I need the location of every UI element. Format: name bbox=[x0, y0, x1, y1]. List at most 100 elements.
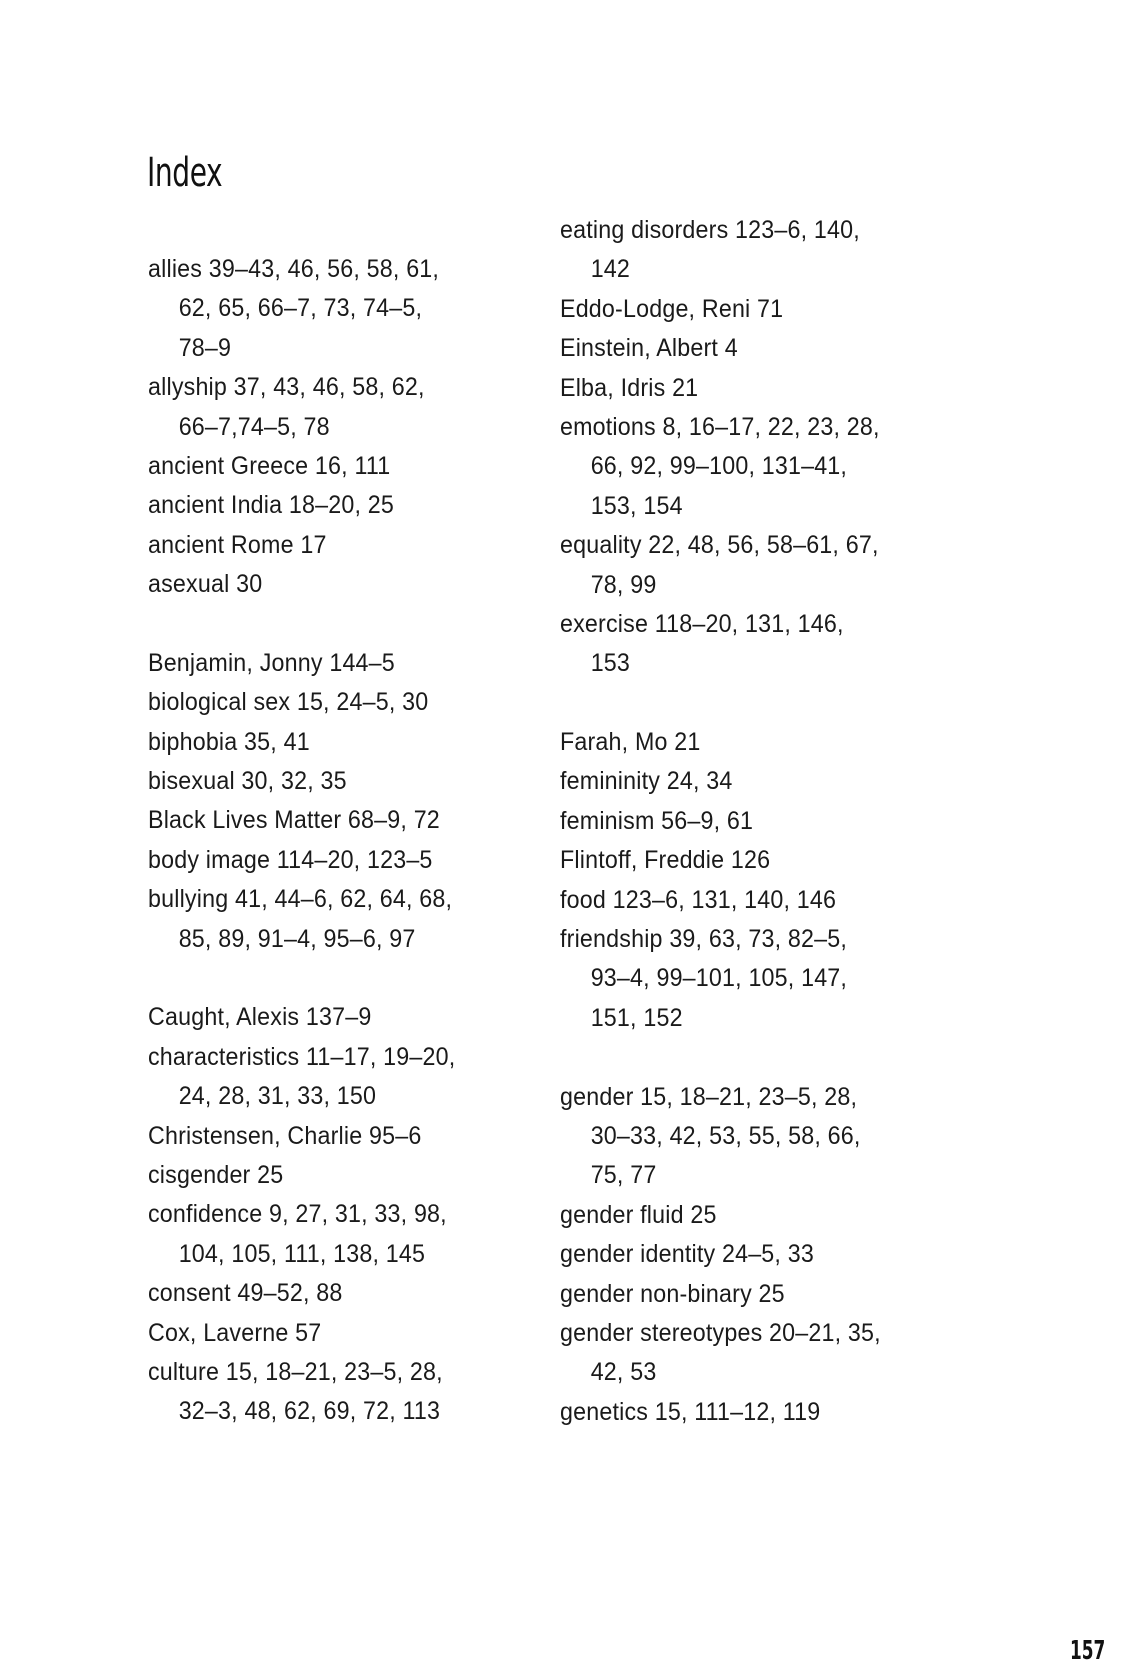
index-entry: eating disorders 123–6, 140, 142 bbox=[560, 211, 980, 290]
index-entry: equality 22, 48, 56, 58–61, 67, 78, 99 bbox=[560, 526, 980, 605]
index-entry: friendship 39, 63, 73, 82–5, 93–4, 99–101… bbox=[560, 920, 980, 1038]
index-entry: body image 114–20, 123–5 bbox=[148, 841, 568, 880]
index-entry: cisgender 25 bbox=[148, 1156, 568, 1195]
index-entry-line: Elba, Idris 21 bbox=[560, 373, 699, 402]
index-entry-line: friendship 39, 63, 73, 82–5, bbox=[560, 925, 848, 954]
index-entry-continuation: 151, 152 bbox=[590, 1003, 683, 1032]
letter-group-gap bbox=[560, 1038, 980, 1077]
index-entry-continuation: 66–7,74–5, 78 bbox=[178, 412, 330, 441]
index-entry: gender 15, 18–21, 23–5, 28, 30–33, 42, 53… bbox=[560, 1078, 980, 1196]
index-entry-continuation: 153, 154 bbox=[590, 491, 683, 520]
index-entry-continuation: 104, 105, 111, 138, 145 bbox=[178, 1239, 426, 1268]
index-entry: gender fluid 25 bbox=[560, 1196, 980, 1235]
index-entry: characteristics 11–17, 19–20, 24, 28, 31,… bbox=[148, 1038, 568, 1117]
index-entry: Elba, Idris 21 bbox=[560, 369, 980, 408]
index-entry: genetics 15, 111–12, 119 bbox=[560, 1393, 980, 1432]
index-entry: Christensen, Charlie 95–6 bbox=[148, 1117, 568, 1156]
index-entry: gender stereotypes 20–21, 35, 42, 53 bbox=[560, 1314, 980, 1393]
index-entry-line: ancient India 18–20, 25 bbox=[148, 491, 395, 520]
index-entry-line: Flintoff, Freddie 126 bbox=[560, 846, 771, 875]
index-entry-line: eating disorders 123–6, 140, bbox=[560, 216, 860, 244]
index-entry: bisexual 30, 32, 35 bbox=[148, 762, 568, 801]
index-entry: Farah, Mo 21 bbox=[560, 723, 980, 762]
index-entry-line: Cox, Laverne 57 bbox=[148, 1318, 322, 1347]
index-entry-line: biological sex 15, 24–5, 30 bbox=[148, 688, 429, 717]
index-entry-line: equality 22, 48, 56, 58–61, 67, bbox=[560, 531, 879, 560]
index-entry: Flintoff, Freddie 126 bbox=[560, 841, 980, 880]
index-entry: food 123–6, 131, 140, 146 bbox=[560, 881, 980, 920]
index-entry: culture 15, 18–21, 23–5, 28, 32–3, 48, 62… bbox=[148, 1353, 568, 1432]
index-entry-line: emotions 8, 16–17, 22, 23, 28, bbox=[560, 412, 880, 441]
page-title: Index bbox=[147, 150, 223, 196]
index-entry-continuation: 42, 53 bbox=[590, 1358, 657, 1387]
index-entry: allyship 37, 43, 46, 58, 62, 66–7,74–5, 7… bbox=[148, 368, 568, 447]
index-entry-line: asexual 30 bbox=[148, 570, 263, 599]
index-entry-line: allies 39–43, 46, 56, 58, 61, bbox=[148, 255, 440, 283]
index-entry: gender non-binary 25 bbox=[560, 1275, 980, 1314]
index-entry-continuation: 93–4, 99–101, 105, 147, bbox=[590, 964, 848, 993]
index-entry: Benjamin, Jonny 144–5 bbox=[148, 644, 568, 683]
index-entry-line: gender non-binary 25 bbox=[560, 1279, 785, 1308]
index-entry: bullying 41, 44–6, 62, 64, 68, 85, 89, 91… bbox=[148, 880, 568, 959]
index-entry: Caught, Alexis 137–9 bbox=[148, 998, 568, 1037]
index-column-left: allies 39–43, 46, 56, 58, 61, 62, 65, 66–… bbox=[148, 250, 568, 1432]
index-entry-line: allyship 37, 43, 46, 58, 62, bbox=[148, 373, 425, 402]
index-entry-line: ancient Greece 16, 111 bbox=[148, 451, 391, 480]
index-entry-line: Eddo-Lodge, Reni 71 bbox=[560, 294, 784, 323]
index-entry-line: confidence 9, 27, 31, 33, 98, bbox=[148, 1200, 447, 1229]
index-entry-line: exercise 118–20, 131, 146, bbox=[560, 609, 844, 638]
index-entry-continuation: 153 bbox=[590, 649, 631, 678]
index-entry-line: gender identity 24–5, 33 bbox=[560, 1240, 814, 1269]
index-entry-line: Benjamin, Jonny 144–5 bbox=[148, 648, 395, 677]
index-entry: confidence 9, 27, 31, 33, 98, 104, 105, 1… bbox=[148, 1195, 568, 1274]
index-entry-line: gender 15, 18–21, 23–5, 28, bbox=[560, 1082, 858, 1111]
index-column-right: eating disorders 123–6, 140, 142 Eddo-Lodg… bbox=[560, 211, 980, 1432]
index-entry-line: ancient Rome 17 bbox=[148, 530, 327, 559]
index-entry-continuation: 85, 89, 91–4, 95–6, 97 bbox=[178, 924, 416, 953]
index-entry-continuation: 62, 65, 66–7, 73, 74–5, bbox=[178, 294, 423, 323]
index-entry-continuation: 30–33, 42, 53, 55, 58, 66, bbox=[590, 1121, 861, 1150]
index-entry-line: bisexual 30, 32, 35 bbox=[148, 767, 347, 796]
index-entry: exercise 118–20, 131, 146, 153 bbox=[560, 605, 980, 684]
index-entry-continuation: 66, 92, 99–100, 131–41, bbox=[590, 452, 848, 481]
index-entry-line: bullying 41, 44–6, 62, 64, 68, bbox=[148, 885, 453, 914]
index-entry-continuation: 32–3, 48, 62, 69, 72, 113 bbox=[178, 1397, 441, 1426]
page-number: 157 bbox=[1070, 1636, 1106, 1666]
index-entry-line: femininity 24, 34 bbox=[560, 767, 733, 796]
index-entry: ancient Rome 17 bbox=[148, 526, 568, 565]
index-entry: Cox, Laverne 57 bbox=[148, 1314, 568, 1353]
index-entry: biological sex 15, 24–5, 30 bbox=[148, 683, 568, 722]
index-entry-continuation: 75, 77 bbox=[590, 1161, 657, 1190]
index-entry: Einstein, Albert 4 bbox=[560, 329, 980, 368]
index-entry-line: characteristics 11–17, 19–20, bbox=[148, 1042, 456, 1071]
index-entry-line: Einstein, Albert 4 bbox=[560, 334, 738, 363]
index-entry-continuation: 78, 99 bbox=[590, 570, 657, 599]
index-entry-line: biphobia 35, 41 bbox=[148, 727, 310, 756]
index-entry-line: Caught, Alexis 137–9 bbox=[148, 1003, 372, 1032]
index-entry-line: consent 49–52, 88 bbox=[148, 1279, 343, 1308]
index-entry-line: genetics 15, 111–12, 119 bbox=[560, 1397, 821, 1426]
index-entry: Black Lives Matter 68–9, 72 bbox=[148, 801, 568, 840]
index-entry-line: gender fluid 25 bbox=[560, 1200, 717, 1229]
index-entry-line: Farah, Mo 21 bbox=[560, 728, 701, 757]
index-entry: feminism 56–9, 61 bbox=[560, 802, 980, 841]
index-entry-line: cisgender 25 bbox=[148, 1160, 284, 1189]
index-entry: consent 49–52, 88 bbox=[148, 1274, 568, 1313]
index-entry: biphobia 35, 41 bbox=[148, 723, 568, 762]
index-entry-line: feminism 56–9, 61 bbox=[560, 806, 754, 835]
index-entry-continuation: 78–9 bbox=[178, 333, 232, 362]
index-entry: emotions 8, 16–17, 22, 23, 28, 66, 92, 99… bbox=[560, 408, 980, 526]
index-entry: gender identity 24–5, 33 bbox=[560, 1235, 980, 1274]
index-entry-continuation: 24, 28, 31, 33, 150 bbox=[178, 1082, 377, 1111]
index-entry-continuation: 142 bbox=[590, 255, 631, 284]
index-entry: Eddo-Lodge, Reni 71 bbox=[560, 290, 980, 329]
index-entry: asexual 30 bbox=[148, 565, 568, 604]
letter-group-gap bbox=[148, 959, 568, 998]
index-entry: ancient India 18–20, 25 bbox=[148, 486, 568, 525]
index-entry-line: Black Lives Matter 68–9, 72 bbox=[148, 806, 440, 835]
index-entry: ancient Greece 16, 111 bbox=[148, 447, 568, 486]
index-entry-line: food 123–6, 131, 140, 146 bbox=[560, 885, 837, 914]
index-entry: femininity 24, 34 bbox=[560, 762, 980, 801]
index-entry-line: gender stereotypes 20–21, 35, bbox=[560, 1318, 881, 1347]
index-entry-line: Christensen, Charlie 95–6 bbox=[148, 1121, 422, 1150]
